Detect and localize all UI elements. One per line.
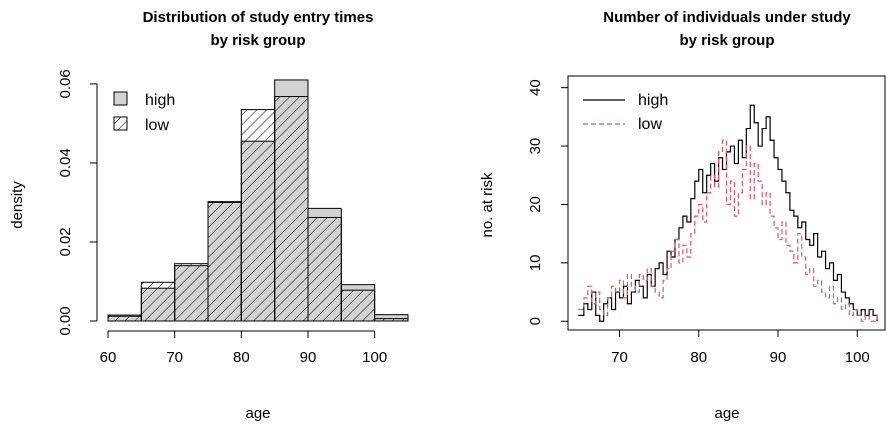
x-tick-label-100: 100 [362, 349, 387, 366]
legend-label-high: high [638, 92, 668, 109]
bar-low-75 [207, 201, 242, 322]
at-risk-legend: high low [583, 92, 668, 133]
legend-label-high: high [145, 92, 175, 109]
at-risk-plot-box [567, 75, 886, 331]
y-tick-label-20: 20 [527, 196, 544, 213]
x-tick-label-100: 100 [845, 349, 870, 366]
series-line-low [578, 139, 882, 322]
bar-low-100 [374, 318, 409, 322]
histogram-title-line-2: by risk group [210, 32, 305, 49]
x-tick-label-70: 70 [166, 349, 183, 366]
bar-low-70 [174, 263, 209, 322]
x-tick-label-90: 90 [770, 349, 787, 366]
x-tick-label-90: 90 [300, 349, 317, 366]
histogram-panel: Distribution of study entry times by ris… [9, 9, 409, 422]
bar-low-80 [240, 109, 276, 322]
bar-low-95 [340, 289, 376, 322]
histogram-title-line-1: Distribution of study entry times [143, 9, 374, 26]
at-risk-panel: Number of individuals under study by ris… [479, 9, 886, 422]
bar-low-85 [274, 96, 309, 322]
histogram-axes: 60 70 80 90 100 0.00 0.02 0.04 0.06 [57, 69, 387, 366]
legend-label-low: low [145, 117, 169, 134]
histogram-x-label: age [245, 405, 270, 422]
legend-swatch-low [113, 116, 128, 131]
histogram-legend: high low [113, 91, 175, 134]
y-tick-label-0.06: 0.06 [57, 69, 74, 98]
y-tick-label-0: 0 [527, 317, 544, 325]
histogram-bars [107, 79, 409, 322]
series-line-high [578, 104, 878, 322]
y-tick-label-30: 30 [527, 138, 544, 155]
bar-low-90 [307, 216, 342, 322]
y-tick-label-0.00: 0.00 [57, 306, 74, 335]
at-risk-x-label: age [714, 405, 739, 422]
x-tick-label-60: 60 [100, 349, 117, 366]
at-risk-y-label: no. at risk [479, 172, 496, 238]
legend-swatch-high [113, 91, 128, 106]
legend-label-low: low [638, 116, 662, 133]
bar-low-65 [140, 281, 176, 322]
at-risk-lines [578, 104, 882, 322]
x-tick-label-70: 70 [611, 349, 628, 366]
at-risk-title-line-2: by risk group [679, 32, 774, 49]
y-tick-label-40: 40 [527, 79, 544, 96]
y-tick-label-0.04: 0.04 [57, 148, 74, 177]
bar-low-60 [107, 314, 142, 322]
at-risk-title-line-1: Number of individuals under study [603, 9, 851, 26]
histogram-y-label: density [9, 181, 26, 229]
x-tick-label-80: 80 [690, 349, 707, 366]
at-risk-axes: 70 80 90 100 0 10 20 30 40 [527, 79, 870, 366]
x-tick-label-80: 80 [233, 349, 250, 366]
y-tick-label-10: 10 [527, 255, 544, 272]
y-tick-label-0.02: 0.02 [57, 227, 74, 256]
